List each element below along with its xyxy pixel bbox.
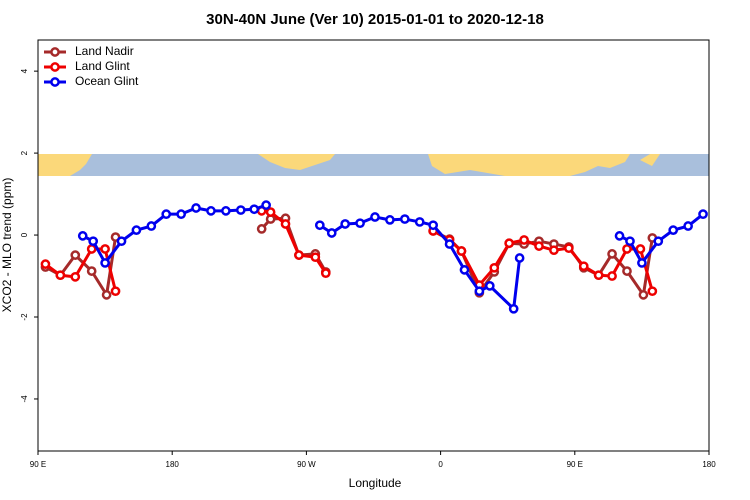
data-point: [110, 286, 121, 297]
data-point: [385, 215, 395, 225]
data-point: [637, 258, 647, 268]
x-tick-label: 90 E: [567, 460, 583, 469]
legend-marker: [50, 62, 60, 72]
x-tick-label: 0: [438, 460, 443, 469]
x-tick-label: 90 W: [297, 460, 316, 469]
data-point: [622, 244, 632, 254]
data-point: [638, 290, 649, 300]
data-point: [265, 207, 276, 217]
data-point: [294, 250, 304, 260]
data-point: [249, 204, 260, 215]
data-point: [235, 205, 246, 215]
data-point: [310, 252, 321, 263]
data-point: [456, 246, 467, 256]
y-tick-label: 0: [20, 232, 29, 237]
data-point: [70, 271, 81, 282]
x-tick-label: 180: [166, 460, 180, 469]
data-point: [635, 244, 646, 254]
data-point: [534, 241, 544, 251]
data-point: [314, 220, 325, 231]
data-point: [256, 224, 267, 234]
data-point: [593, 270, 604, 281]
data-point: [161, 209, 172, 220]
data-point: [100, 244, 110, 254]
data-point: [221, 206, 231, 216]
data-point: [647, 286, 658, 297]
data-point: [88, 236, 99, 247]
data-point: [70, 250, 81, 260]
data-point: [489, 262, 500, 273]
data-point: [508, 303, 519, 314]
legend-marker: [50, 47, 60, 57]
data-point: [370, 212, 380, 222]
data-point: [514, 253, 525, 263]
data-point: [280, 219, 291, 229]
y-tick-label: -4: [20, 395, 29, 403]
data-point: [549, 245, 559, 256]
x-tick-label: 180: [702, 460, 716, 469]
data-point: [206, 206, 216, 216]
data-point: [653, 236, 664, 247]
data-point: [668, 225, 679, 235]
data-point: [399, 214, 410, 224]
y-tick-label: 4: [20, 68, 29, 73]
data-point: [474, 286, 485, 297]
data-point: [563, 243, 574, 254]
data-point: [504, 238, 515, 249]
y-tick-label: -2: [20, 313, 29, 321]
y-axis-label: XCO2 - MLO trend (ppm): [0, 178, 14, 313]
data-point: [176, 209, 186, 220]
data-point: [40, 259, 51, 269]
data-point: [484, 281, 495, 291]
data-point: [428, 220, 438, 231]
data-point: [459, 265, 470, 275]
chart-title: 30N-40N June (Ver 10) 2015-01-01 to 2020…: [206, 11, 544, 28]
data-point: [355, 218, 365, 229]
data-point: [340, 219, 351, 229]
data-point: [414, 217, 425, 227]
data-point: [146, 221, 157, 231]
data-point: [607, 249, 617, 259]
data-point: [100, 258, 110, 268]
data-point: [116, 236, 127, 247]
data-point: [131, 225, 142, 235]
data-point: [320, 268, 331, 279]
data-point: [683, 221, 693, 231]
data-point: [444, 239, 455, 249]
data-point: [614, 231, 625, 241]
data-point: [622, 266, 632, 276]
data-point: [326, 228, 337, 238]
legend-label: Ocean Glint: [75, 74, 139, 88]
legend-label: Land Glint: [75, 59, 130, 73]
plot-frame: [37, 39, 710, 452]
data-point: [86, 266, 97, 276]
data-point: [77, 231, 88, 241]
data-point: [55, 270, 66, 281]
data-point: [519, 235, 529, 245]
x-tick-label: 90 E: [30, 460, 46, 469]
x-axis-label: Longitude: [349, 476, 402, 490]
data-point: [101, 290, 112, 300]
data-point: [698, 209, 708, 220]
data-point: [607, 271, 617, 281]
data-point: [261, 200, 271, 210]
data-point: [578, 261, 589, 272]
data-point: [191, 203, 201, 213]
y-tick-label: 2: [20, 150, 29, 155]
map-strip: [38, 154, 709, 176]
legend-marker: [50, 77, 60, 87]
data-point: [625, 236, 635, 247]
legend-label: Land Nadir: [75, 44, 134, 58]
data-point: [86, 244, 97, 254]
